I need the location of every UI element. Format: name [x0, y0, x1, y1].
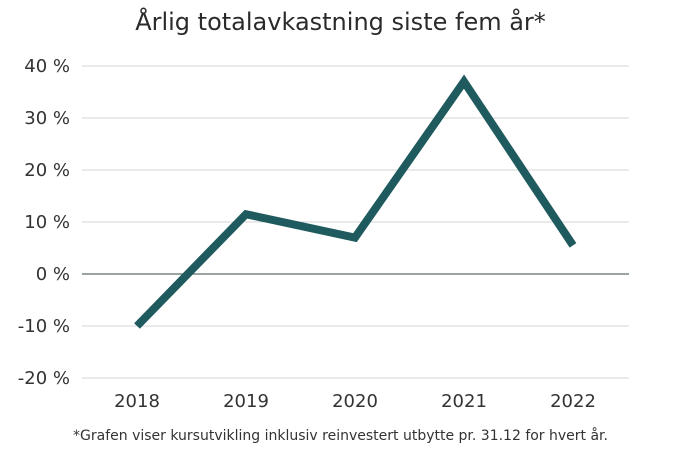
y-tick-label: 20 %	[24, 160, 70, 181]
y-tick-label: 30 %	[24, 108, 70, 129]
chart-footnote: *Grafen viser kursutvikling inklusiv rei…	[73, 428, 608, 444]
y-tick-label: -20 %	[18, 368, 70, 389]
x-tick-label: 2022	[550, 391, 596, 412]
y-tick-label: -10 %	[18, 316, 70, 337]
y-tick-label: 0 %	[36, 264, 70, 285]
chart-title: Årlig totalavkastning siste fem år*	[135, 8, 546, 36]
x-tick-label: 2020	[332, 391, 378, 412]
y-tick-label: 40 %	[24, 56, 70, 77]
x-tick-label: 2021	[441, 391, 487, 412]
y-tick-label: 10 %	[24, 212, 70, 233]
x-tick-label: 2018	[114, 391, 160, 412]
x-tick-label: 2019	[223, 391, 269, 412]
